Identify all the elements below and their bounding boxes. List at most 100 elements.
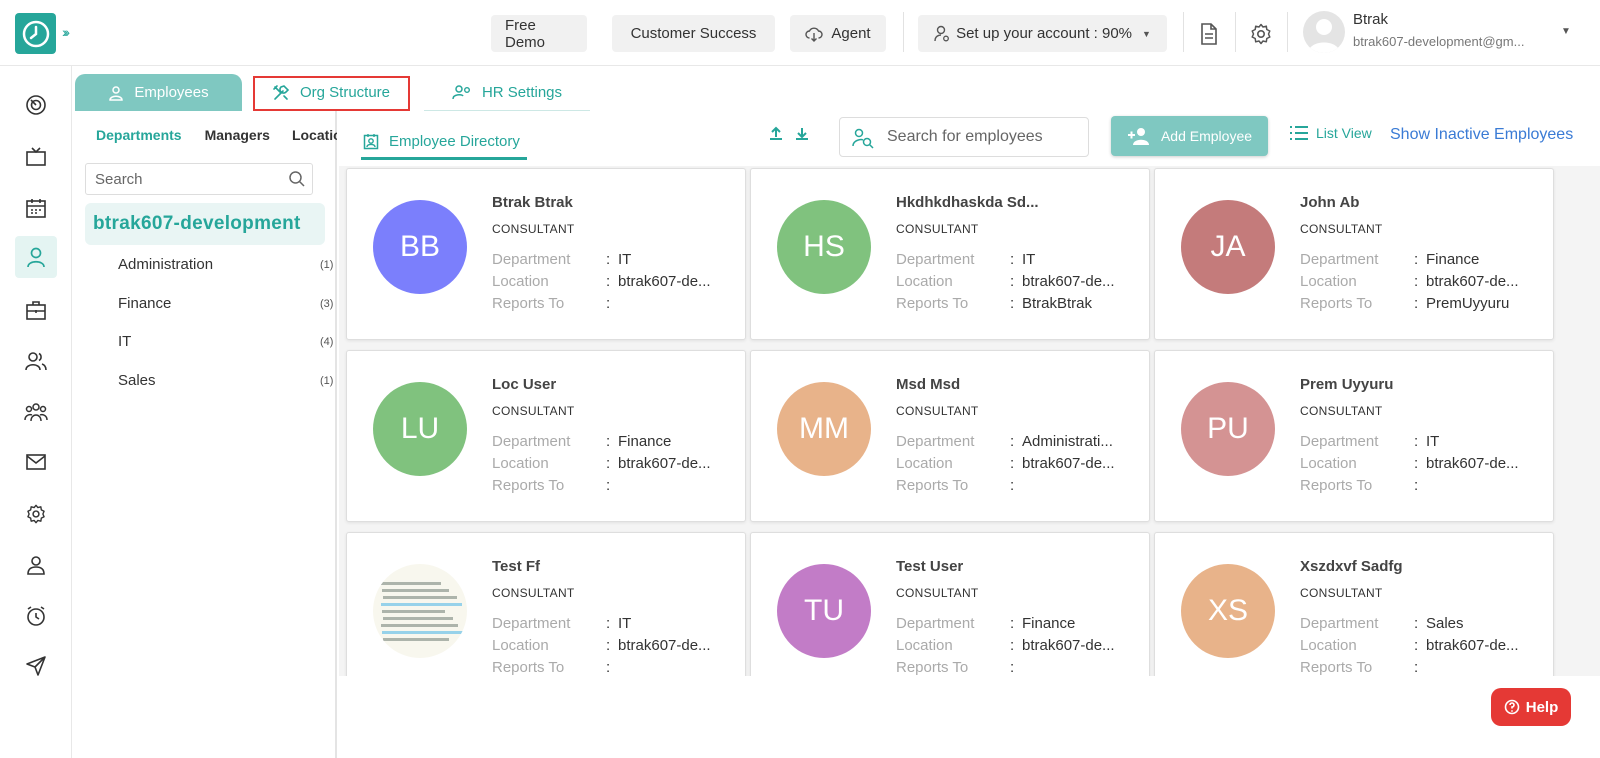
customer-success-button[interactable]: Customer Success [612,15,775,52]
employee-card[interactable]: PU Prem Uyyuru CONSULTANT Department: IT Loca… [1154,350,1554,522]
employee-reports-to-row: Reports To: [1300,477,1540,494]
department-item[interactable]: Sales (1) [118,372,333,389]
app-logo[interactable] [15,13,56,54]
sidebar-item-dashboard[interactable] [15,84,57,126]
sidebar-item-settings[interactable] [15,493,57,535]
field-label: Department [492,433,571,450]
sidebar-item-mail[interactable] [15,441,57,483]
field-colon: : [1010,615,1015,632]
add-employee-label: Add Employee [1160,128,1253,144]
employee-name[interactable]: Hkdhkdhaskda Sd... [896,194,1039,211]
employee-card[interactable]: JA John Ab CONSULTANT Department: Finance Loc… [1154,168,1554,340]
departments-panel-tabs: Departments Managers Locations [75,111,337,158]
employee-location-row: Location: btrak607-de... [1300,637,1540,654]
employee-card[interactable]: LU Loc User CONSULTANT Department: Finance Lo… [346,350,746,522]
field-value: Sales [1426,615,1464,632]
employee-card[interactable]: HS Hkdhkdhaskda Sd... CONSULTANT Department… [750,168,1150,340]
employee-role: CONSULTANT [492,404,575,418]
employee-name[interactable]: Msd Msd [896,376,961,393]
setup-account-label: Set up your account : 90% [956,25,1133,42]
tab-employees[interactable]: Employees [75,74,242,111]
sidebar-item-teams[interactable] [15,391,57,433]
employee-name[interactable]: Prem Uyyuru [1300,376,1394,393]
department-item[interactable]: Finance (3) [118,295,333,312]
org-root-node[interactable]: btrak607-development [85,203,325,245]
field-value: IT [1426,433,1440,450]
employee-department-row: Department: IT [896,251,1136,268]
tab-hr-settings[interactable]: HR Settings [424,74,590,111]
users-icon [25,352,47,371]
department-search-input[interactable]: Search [85,163,313,195]
sidebar-item-tv[interactable] [15,136,57,178]
avatar[interactable] [1303,11,1345,53]
sidebar-item-assets[interactable] [15,289,57,331]
employee-department-row: Department: Finance [492,433,732,450]
field-label: Department [896,251,975,268]
employee-card[interactable]: TU Test User CONSULTANT Department: Finance L… [750,532,1150,676]
employee-card[interactable]: MM Msd Msd CONSULTANT Department: Administra… [750,350,1150,522]
sidebar-item-users[interactable] [15,340,57,382]
employee-role: CONSULTANT [896,222,979,236]
employee-name[interactable]: Xszdxvf Sadfg [1300,558,1403,575]
employee-role: CONSULTANT [492,222,575,236]
show-inactive-employees-link[interactable]: Show Inactive Employees [1390,126,1574,143]
employee-role: CONSULTANT [896,586,979,600]
employee-role: CONSULTANT [492,586,575,600]
field-value: btrak607-de... [618,455,711,472]
tab-managers[interactable]: Managers [204,126,270,143]
department-item[interactable]: Administration (1) [118,256,333,273]
department-item[interactable]: IT (4) [118,333,333,350]
employee-name[interactable]: Test Ff [492,558,541,575]
department-name: Finance [118,295,172,312]
agent-button[interactable]: Agent [790,15,886,52]
employee-initials-avatar: XS [1181,564,1275,658]
expand-sidebar-icon[interactable]: ››› [62,24,70,40]
employee-location-row: Location: btrak607-de... [492,273,732,290]
employee-card[interactable]: XS Xszdxvf Sadfg CONSULTANT Department: Sale… [1154,532,1554,676]
field-value: Finance [1426,251,1480,268]
sidebar-item-calendar[interactable] [15,187,57,229]
user-menu-chevron-icon[interactable]: ▼ [1561,26,1571,37]
employee-name[interactable]: Test User [896,558,964,575]
tab-hr-settings-label: HR Settings [481,83,563,101]
help-button[interactable]: Help [1491,688,1571,726]
sidebar-item-employees[interactable] [15,236,57,278]
sidebar-item-timer[interactable] [15,595,57,637]
field-label: Location [896,273,953,290]
employee-card[interactable]: BB Btrak Btrak CONSULTANT Department: IT Loca… [346,168,746,340]
field-colon: : [1414,433,1419,450]
field-colon: : [606,637,611,654]
free-demo-button[interactable]: Free Demo [491,15,587,52]
tab-org-structure[interactable]: Org Structure [253,74,410,111]
add-employee-button[interactable]: Add Employee [1111,116,1268,156]
tab-locations[interactable]: Locations [291,126,337,143]
employee-search-input[interactable]: Search for employees [839,117,1089,157]
field-label: Reports To [1300,295,1373,312]
upload-icon[interactable] [769,126,783,140]
employee-name[interactable]: Loc User [492,376,557,393]
field-label: Location [1300,455,1357,472]
gauge-icon [26,95,46,115]
tab-employee-directory[interactable]: Employee Directory [361,125,527,160]
gear-icon[interactable] [1249,22,1273,46]
list-view-toggle[interactable]: List View [1289,125,1372,141]
department-name: Administration [118,256,214,273]
field-colon: : [606,477,611,494]
employee-name[interactable]: Btrak Btrak [492,194,573,211]
field-value: IT [1022,251,1036,268]
field-value: btrak607-de... [1426,455,1519,472]
sidebar-item-send[interactable] [15,645,57,687]
sidebar-item-profile[interactable] [15,544,57,586]
tab-departments[interactable]: Departments [96,126,182,143]
document-icon[interactable] [1197,22,1221,46]
field-colon: : [1414,659,1419,676]
employee-card[interactable]: Test Ff CONSULTANT Department: IT Location: b… [346,532,746,676]
download-icon[interactable] [795,126,809,140]
field-colon: : [606,251,611,268]
field-label: Department [492,615,571,632]
field-label: Location [492,273,549,290]
setup-account-dropdown[interactable]: Set up your account : 90% ▼ [918,15,1167,52]
employee-name[interactable]: John Ab [1300,194,1360,211]
chevron-down-icon: ▼ [1142,28,1151,39]
field-colon: : [1414,273,1419,290]
